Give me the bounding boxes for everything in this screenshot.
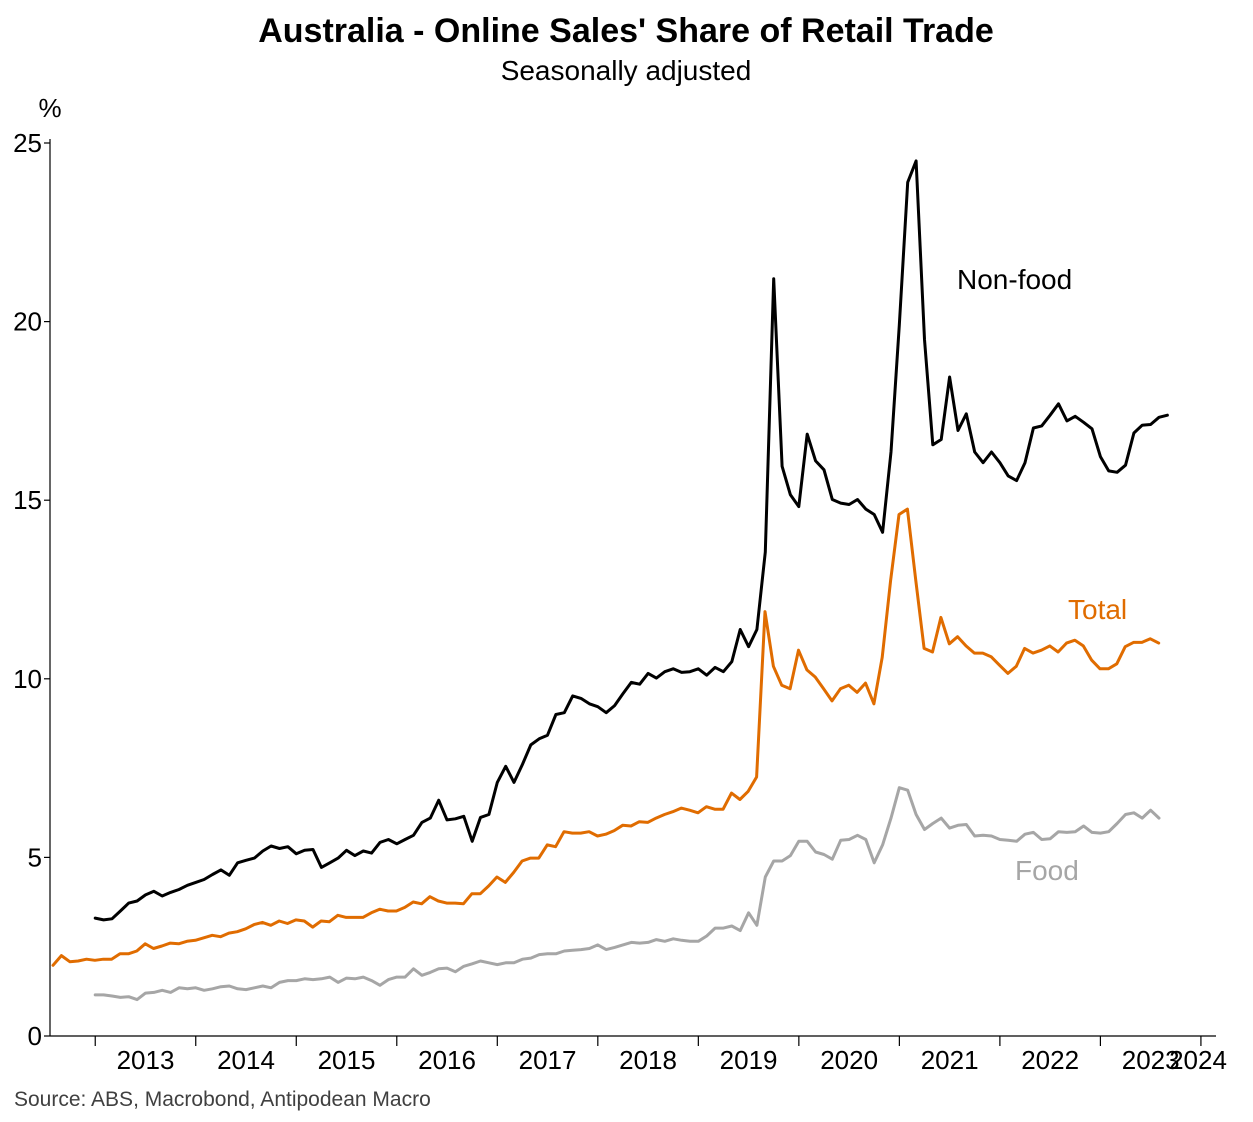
- x-tick-label: 2022: [1021, 1045, 1079, 1075]
- x-tick-label: 2015: [318, 1045, 376, 1075]
- x-tick-label: 2017: [519, 1045, 577, 1075]
- x-tick-label: 2018: [619, 1045, 677, 1075]
- y-axis: 0 5 10 15 20 25: [13, 128, 51, 1051]
- series-label-non-food: Non-food: [957, 264, 1072, 295]
- chart-title: Australia - Online Sales' Share of Retai…: [258, 12, 994, 50]
- y-tick-label: 0: [28, 1021, 42, 1051]
- x-tick-label: 2014: [217, 1045, 275, 1075]
- y-axis-unit: %: [38, 93, 61, 123]
- series-labels: Non-food Total Food: [957, 264, 1127, 886]
- y-tick-label: 10: [13, 664, 42, 694]
- x-tick-label: 2013: [117, 1045, 175, 1075]
- chart-subtitle: Seasonally adjusted: [501, 55, 752, 86]
- y-tick-label: 25: [13, 128, 42, 158]
- x-axis: 2013 2014 2015 2016 2017 2018 2019 2020 2021 2022…: [50, 1035, 1227, 1075]
- y-tick-label: 15: [13, 485, 42, 515]
- x-tick-label: 2019: [720, 1045, 778, 1075]
- x-tick-label: 2020: [820, 1045, 878, 1075]
- source-note: Source: ABS, Macrobond, Antipodean Macro: [14, 1088, 431, 1111]
- x-tick-label: 2024: [1169, 1045, 1227, 1075]
- series-line-non-food: [93, 159, 1169, 922]
- series-line-food: [93, 786, 1161, 1002]
- x-tick-label: 2016: [418, 1045, 476, 1075]
- x-tick-label: 2023: [1122, 1045, 1180, 1075]
- series-label-total: Total: [1068, 594, 1127, 625]
- y-tick-label: 20: [13, 307, 42, 337]
- y-tick-label: 5: [28, 842, 42, 872]
- series-layer: [51, 159, 1169, 1002]
- series-label-food: Food: [1015, 855, 1079, 886]
- series-line-total: [51, 507, 1161, 967]
- x-tick-label: 2021: [921, 1045, 979, 1075]
